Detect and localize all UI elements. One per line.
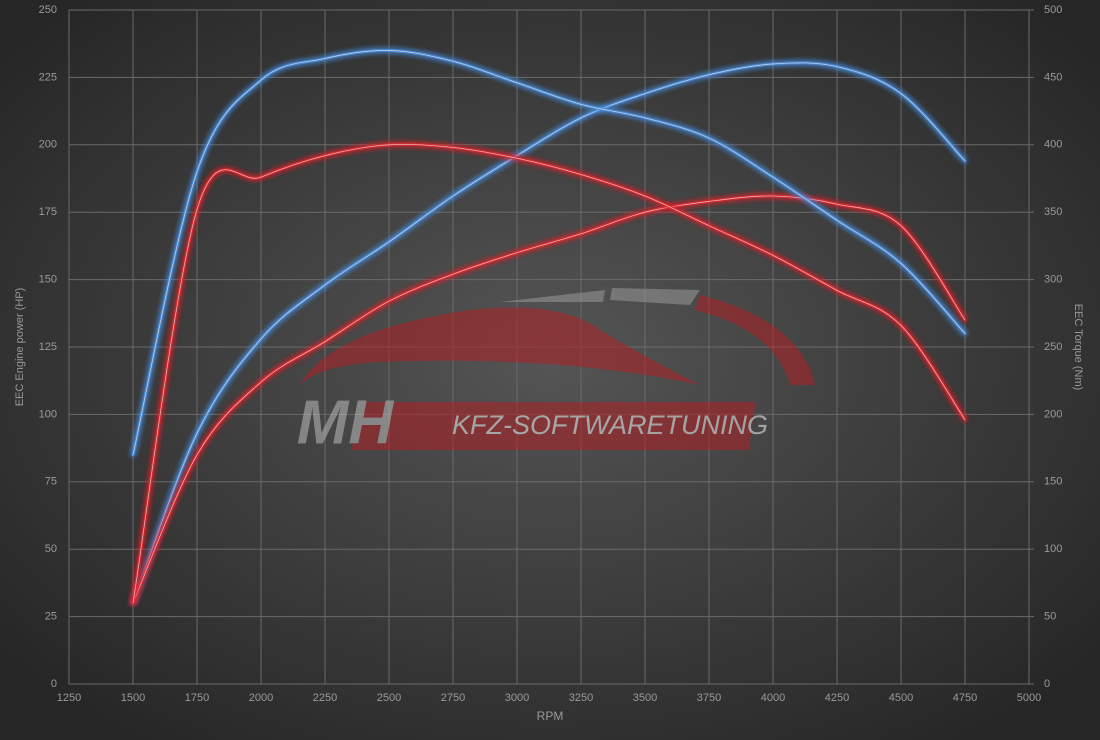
- y-tick-label: 200: [39, 139, 57, 151]
- x-tick-label: 1750: [185, 692, 209, 704]
- y-tick-label: 50: [45, 543, 57, 555]
- logo-mh: MH: [297, 388, 395, 457]
- x-tick-label: 2000: [249, 692, 273, 704]
- x-tick-label: 4000: [761, 692, 785, 704]
- grid: 0255075100125150175200225250050100150200…: [39, 4, 1063, 704]
- x-tick-label: 3000: [505, 692, 529, 704]
- x-tick-label: 3250: [569, 692, 593, 704]
- x-axis-label: RPM: [537, 709, 564, 723]
- plot: [131, 48, 967, 605]
- series-core: [132, 50, 966, 455]
- y2-tick-label: 250: [1044, 341, 1062, 353]
- x-tick-label: 4250: [825, 692, 849, 704]
- y-tick-label: 225: [39, 71, 57, 83]
- logo-car: [300, 307, 700, 385]
- x-tick-label: 3750: [697, 692, 721, 704]
- y2-tick-label: 50: [1044, 611, 1056, 623]
- logo-swoosh: [695, 295, 815, 385]
- y-axis-label: EEC Engine power (HP): [14, 288, 26, 407]
- y-tick-label: 0: [51, 678, 57, 690]
- y-tick-label: 250: [39, 4, 57, 16]
- logo-swoosh: [500, 290, 605, 302]
- y-tick-label: 150: [39, 274, 57, 286]
- y2-tick-label: 400: [1044, 139, 1062, 151]
- x-tick-label: 1250: [57, 692, 81, 704]
- y-tick-label: 175: [39, 206, 57, 218]
- y-tick-label: 100: [39, 408, 57, 420]
- logo-text: KFZ-SOFTWARETUNING: [452, 410, 768, 440]
- series-core: [132, 143, 966, 604]
- watermark: MH KFZ-SOFTWARETUNING: [297, 288, 815, 457]
- logo-banner: [351, 402, 756, 450]
- y-tick-label: 125: [39, 341, 57, 353]
- x-tick-label: 1500: [121, 692, 145, 704]
- y2-tick-label: 150: [1044, 476, 1062, 488]
- x-tick-label: 2250: [313, 692, 337, 704]
- y2-tick-label: 500: [1044, 4, 1062, 16]
- y2-tick-label: 200: [1044, 408, 1062, 420]
- x-tick-label: 5000: [1017, 692, 1041, 704]
- x-tick-label: 2750: [441, 692, 465, 704]
- series-core: [132, 195, 966, 604]
- y-tick-label: 25: [45, 611, 57, 623]
- series-core: [132, 62, 966, 604]
- y2-axis-label: EEC Torque (Nm): [1072, 304, 1084, 391]
- y-tick-label: 75: [45, 476, 57, 488]
- y2-tick-label: 100: [1044, 543, 1062, 555]
- y2-tick-label: 350: [1044, 206, 1062, 218]
- y2-tick-label: 300: [1044, 274, 1062, 286]
- logo-swoosh: [610, 288, 700, 305]
- x-tick-label: 2500: [377, 692, 401, 704]
- y2-tick-label: 0: [1044, 678, 1050, 690]
- y2-tick-label: 450: [1044, 71, 1062, 83]
- x-tick-label: 3500: [633, 692, 657, 704]
- x-tick-label: 4500: [889, 692, 913, 704]
- x-tick-label: 4750: [953, 692, 977, 704]
